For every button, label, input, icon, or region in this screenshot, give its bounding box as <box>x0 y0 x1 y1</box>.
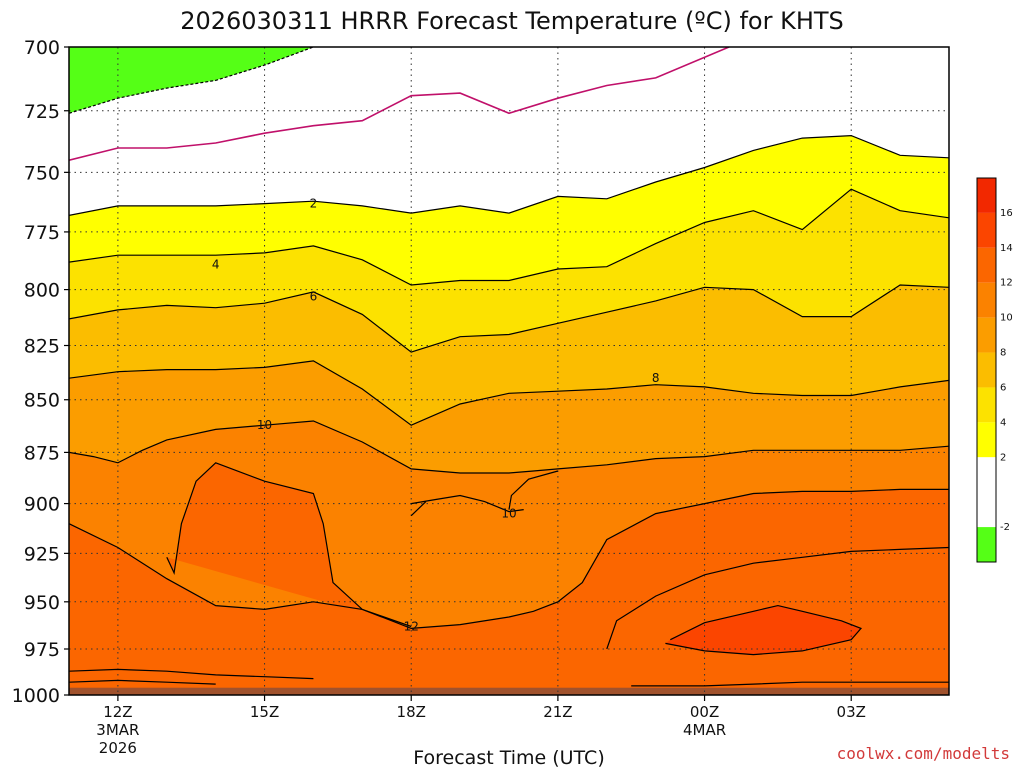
colorbar-bin-8_10 <box>977 317 996 353</box>
colorbar-bin-lt_-2 <box>977 527 996 562</box>
colorbar-bin-6_8 <box>977 352 996 388</box>
y-tick-label-900: 900 <box>24 494 60 516</box>
isotherm-label-12: 12 <box>404 620 419 634</box>
isotherm-label-6: 6 <box>310 289 318 303</box>
y-tick-label-700: 700 <box>24 37 60 59</box>
colorbar-bin-0_2 <box>977 457 996 493</box>
isotherm-label-2: 2 <box>310 197 318 211</box>
plot-frame <box>68 46 950 696</box>
y-tick-label-925: 925 <box>24 543 60 565</box>
chart-title: 2026030311 HRRR Forecast Temperature (ºC… <box>180 7 844 35</box>
isotherm-12 <box>69 668 314 680</box>
y-tick-label-725: 725 <box>24 101 60 123</box>
colorbar-tick--2: -2 <box>1000 522 1010 533</box>
y-tick-label-1000: 1000 <box>12 685 60 707</box>
x-tick-label-15Z: 15Z <box>250 703 279 721</box>
colorbar-bin-2_4 <box>977 422 996 458</box>
isotherm-label-8: 8 <box>652 371 660 385</box>
x-axis-label: Forecast Time (UTC) <box>413 747 604 768</box>
isotherm--2 <box>69 47 314 114</box>
colorbar-tick-14: 14 <box>1000 243 1013 254</box>
isotherm-10 <box>410 501 427 517</box>
colorbar-tick-8: 8 <box>1000 348 1006 359</box>
isotherm-label-4: 4 <box>212 257 220 271</box>
isotherm-10 <box>508 470 559 510</box>
band-14-16 <box>665 605 861 655</box>
isotherm-6 <box>69 284 949 353</box>
isotherm-label-10: 10 <box>501 507 516 521</box>
colorbar-frame <box>976 177 997 563</box>
band-below-minus-2 <box>69 47 314 114</box>
y-tick-label-950: 950 <box>24 592 60 614</box>
x-tick-label-00Z: 00Z <box>690 703 719 721</box>
y-tick-label-825: 825 <box>24 336 60 358</box>
isotherm-8 <box>69 360 949 426</box>
x-tick-label-18Z: 18Z <box>397 703 426 721</box>
isotherm-14 <box>166 462 412 628</box>
isotherm-labels: 2 4 6 8 10 10 12 <box>212 197 660 634</box>
x-tick-date-00Z: 4MAR <box>683 721 726 739</box>
isotherm-12 <box>69 488 949 630</box>
colorbar-bin-10_12 <box>977 282 996 318</box>
credit-text: coolwx.com/modelts <box>837 744 1010 763</box>
y-tick-label-875: 875 <box>24 442 60 464</box>
x-tick-label-03Z: 03Z <box>837 703 866 721</box>
isotherm-14 <box>631 681 949 687</box>
colorbar-tick-2: 2 <box>1000 452 1006 463</box>
isotherm-14 <box>606 546 949 650</box>
x-tick-year-12Z: 2026 <box>99 739 137 757</box>
colorbar-tick-16: 16 <box>1000 208 1013 219</box>
colorbar-tick-10: 10 <box>1000 313 1013 324</box>
colorbar-bin-gt_16 <box>977 178 996 213</box>
isotherm-0 <box>69 47 730 161</box>
ground-layer <box>69 687 949 695</box>
x-tick-label-21Z: 21Z <box>543 703 572 721</box>
y-tick-label-850: 850 <box>24 390 60 412</box>
y-tick-label-775: 775 <box>24 222 60 244</box>
y-tick-label-975: 975 <box>24 639 60 661</box>
temperature-fills <box>69 47 949 695</box>
isotherm-10 <box>69 679 216 685</box>
isotherm-10 <box>69 420 949 474</box>
isotherm-10 <box>411 494 524 513</box>
isotherm-2 <box>69 134 949 216</box>
colorbar-bin-4_6 <box>977 387 996 423</box>
x-tick-date-12Z: 3MAR <box>96 721 139 739</box>
pressure-axis: 700 725 750 775 800 825 850 875 900 925 950 975 1000 <box>12 37 69 707</box>
band-12-14-pocket <box>166 462 412 627</box>
colorbar-bin-14_16 <box>977 212 996 248</box>
y-tick-label-750: 750 <box>24 162 60 184</box>
isotherm-label-10: 10 <box>257 418 272 432</box>
colorbar-bin--2_0 <box>977 492 996 528</box>
isotherm-16 <box>665 604 863 656</box>
y-tick-label-800: 800 <box>24 280 60 302</box>
grid-lines <box>69 47 949 695</box>
colorbar: 16 14 12 10 8 6 4 2 -2 <box>976 177 1013 563</box>
colorbar-bin-12_14 <box>977 247 996 283</box>
isotherm-4 <box>69 188 949 286</box>
x-tick-label-12Z: 12Z <box>103 703 132 721</box>
isotherm-lines <box>69 47 949 687</box>
colorbar-tick-4: 4 <box>1000 417 1006 428</box>
colorbar-tick-12: 12 <box>1000 278 1013 289</box>
colorbar-tick-6: 6 <box>1000 382 1006 393</box>
